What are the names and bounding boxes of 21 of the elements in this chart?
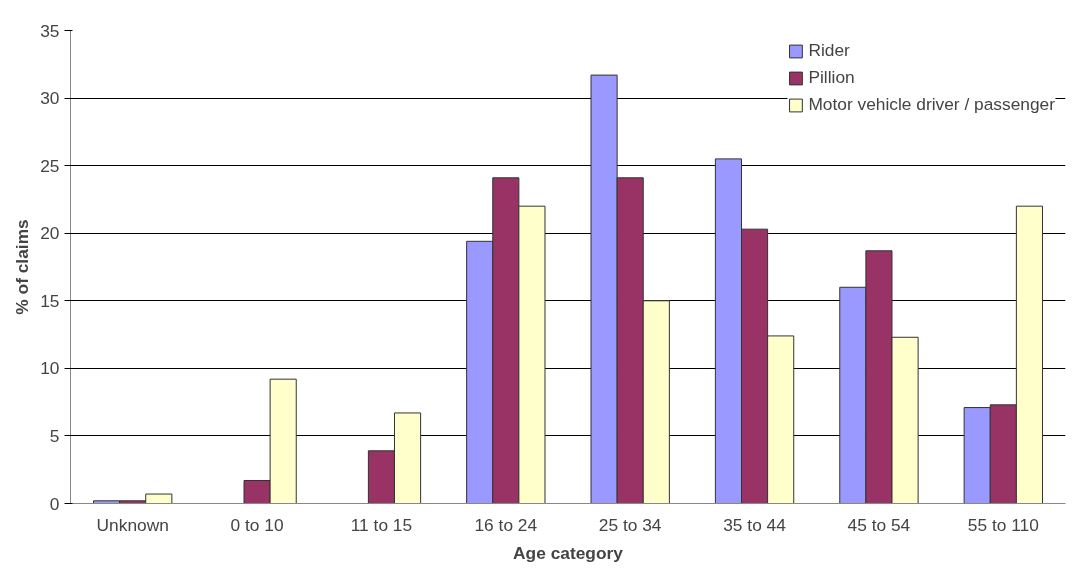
x-tick-label: 45 to 54 [847,514,911,535]
y-tick-label: 20 [40,223,60,244]
x-axis-title: Age category [513,542,624,563]
legend-label: Rider [808,40,850,61]
y-axis-title: % of claims [12,219,33,315]
legend-label: Pillion [808,67,855,88]
x-tick-label: 0 to 10 [230,514,284,535]
legend-label: Motor vehicle driver / passenger [808,94,1055,115]
y-tick-label: 10 [40,358,60,379]
y-tick-label: 25 [40,155,60,176]
x-tick-label: 25 to 34 [598,514,662,535]
x-tick-label: 55 to 110 [967,514,1039,535]
y-tick-label: 5 [49,425,60,446]
x-tick-label: 11 to 15 [350,514,413,535]
x-tick-label: Unknown [96,514,169,535]
x-tick-label: 16 to 24 [474,514,538,535]
x-tick-label: 35 to 44 [723,514,787,535]
y-tick-label: 15 [40,290,60,311]
y-tick-label: 0 [49,493,60,514]
y-tick-label: 35 [40,20,60,41]
y-tick-label: 30 [40,88,60,109]
